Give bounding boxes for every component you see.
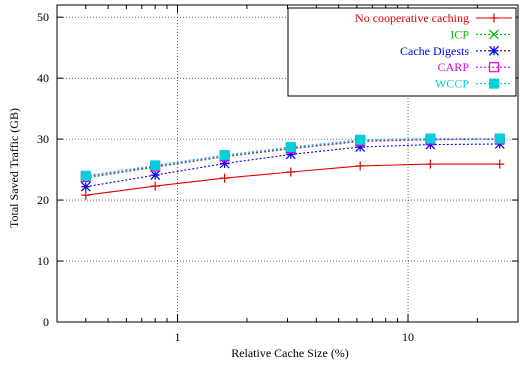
data-point bbox=[285, 142, 296, 153]
data-point bbox=[220, 173, 230, 183]
legend-label: Cache Digests bbox=[400, 44, 469, 58]
y-tick-label: 40 bbox=[37, 71, 49, 85]
data-point bbox=[80, 181, 91, 192]
series-cache-digests bbox=[80, 139, 505, 192]
data-point bbox=[81, 190, 91, 200]
legend-label: No cooperative caching bbox=[355, 11, 469, 25]
legend: No cooperative caching ICP Cache Digests CA… bbox=[287, 7, 517, 97]
data-point bbox=[150, 160, 161, 171]
legend-entry: No cooperative caching bbox=[355, 11, 512, 25]
data-point bbox=[150, 181, 160, 191]
x-axis-title: Relative Cache Size (%) bbox=[231, 346, 349, 360]
plot-frame bbox=[56, 4, 519, 323]
data-point bbox=[286, 167, 296, 177]
data-point bbox=[355, 161, 365, 171]
data-point bbox=[150, 170, 161, 181]
y-axis-title: Total Saved Traffic (GB) bbox=[7, 108, 21, 228]
legend-marker bbox=[489, 13, 499, 23]
y-tick-label: 30 bbox=[37, 132, 49, 146]
data-point bbox=[494, 133, 505, 144]
legend-marker bbox=[488, 62, 500, 73]
data-point bbox=[80, 170, 91, 181]
series-no-cooperative-caching bbox=[81, 159, 505, 200]
data-point bbox=[355, 134, 366, 145]
legend-entry: Cache Digests bbox=[400, 44, 512, 58]
data-point bbox=[495, 159, 505, 169]
legend-label: ICP bbox=[450, 27, 469, 41]
legend-entry: WCCP bbox=[435, 77, 512, 91]
data-point bbox=[425, 159, 435, 169]
x-tick-label: 10 bbox=[402, 330, 414, 344]
data-point bbox=[219, 149, 230, 160]
data-point bbox=[425, 133, 436, 144]
legend-marker bbox=[489, 45, 499, 56]
series-lines bbox=[80, 133, 505, 200]
legend-label: WCCP bbox=[435, 77, 469, 91]
y-tick-label: 50 bbox=[37, 10, 49, 24]
y-tick-label: 0 bbox=[43, 315, 49, 329]
series-wccp bbox=[80, 133, 505, 181]
y-tick-label: 10 bbox=[37, 254, 49, 268]
legend-marker bbox=[489, 78, 499, 89]
legend-label: CARP bbox=[438, 60, 470, 74]
legend-entry: ICP bbox=[450, 27, 512, 41]
tick-labels: 0 10 20 30 40 50 1 10 bbox=[37, 10, 414, 344]
x-tick-label: 1 bbox=[175, 330, 181, 344]
y-tick-label: 20 bbox=[37, 193, 49, 207]
legend-box bbox=[287, 7, 517, 97]
legend-marker bbox=[489, 29, 499, 40]
legend-entry: CARP bbox=[438, 60, 512, 74]
